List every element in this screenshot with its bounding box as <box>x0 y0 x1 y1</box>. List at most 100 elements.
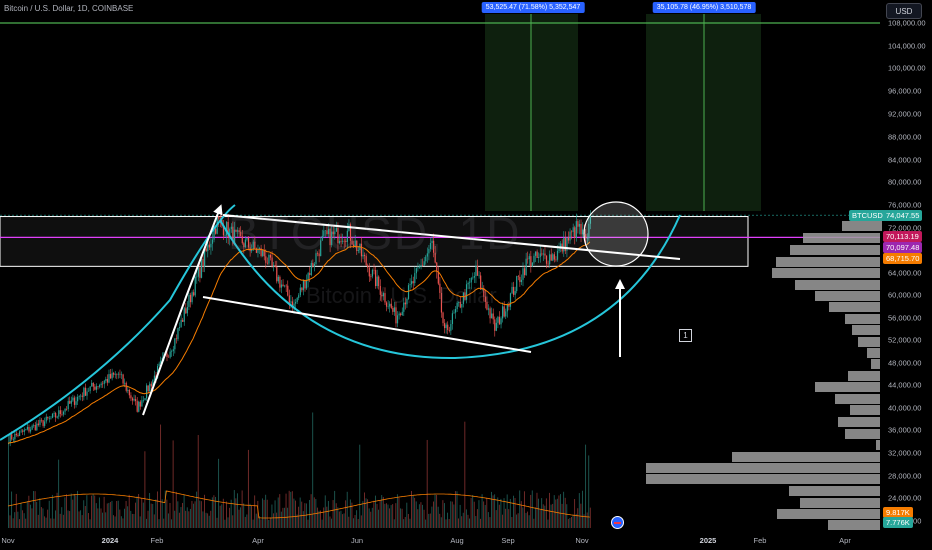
candle-body <box>142 400 145 401</box>
candle-body <box>18 431 21 436</box>
volume-bar <box>102 512 103 528</box>
volume-profile-bar <box>829 302 880 312</box>
measurement-label-2[interactable]: 35,105.78 (46.95%) 3,510,578 <box>652 2 756 13</box>
candle-body <box>376 276 378 287</box>
volume-bar <box>119 509 121 528</box>
candle-body <box>331 231 333 246</box>
volume-bar <box>211 497 213 528</box>
candle-body <box>588 223 590 239</box>
measurement-label-1[interactable]: 53,525.47 (71.58%) 5,352,547 <box>481 2 585 13</box>
candle-body <box>483 287 485 297</box>
candle-body <box>225 221 228 236</box>
candle-body <box>69 401 71 404</box>
candle-body <box>94 386 96 390</box>
volume-bar <box>92 494 94 528</box>
volume-bar <box>172 440 174 528</box>
volume-bar <box>295 500 296 528</box>
volume-bar <box>298 506 300 528</box>
candle-body <box>530 256 532 267</box>
candle-body <box>310 262 312 276</box>
candle-body <box>12 439 14 440</box>
volume-bar <box>290 491 292 528</box>
volume-bar <box>213 495 215 528</box>
volume-bar <box>222 498 224 528</box>
volume-bar <box>55 510 56 528</box>
symbol-title[interactable]: Bitcoin / U.S. Dollar, 1D, COINBASE <box>4 4 134 13</box>
candle-body <box>575 221 577 238</box>
volume-bar <box>487 512 489 528</box>
candle-body <box>437 271 439 284</box>
candle-body <box>476 265 479 276</box>
volume-bar <box>296 514 298 528</box>
volume-bar <box>142 502 144 528</box>
volume-bar <box>578 493 580 528</box>
volume-bar <box>50 518 52 528</box>
candle-body <box>454 309 457 313</box>
volume-bar <box>91 495 93 528</box>
volume-bar <box>225 501 227 528</box>
candle-body <box>103 380 105 384</box>
candle-body <box>390 303 392 308</box>
volume-bar <box>495 510 497 528</box>
event-flag-icon[interactable] <box>611 516 624 529</box>
candle-body <box>456 302 458 310</box>
candle-body <box>258 248 261 250</box>
volume-profile-bar <box>732 452 880 462</box>
volume-bar <box>116 500 118 528</box>
candle-body <box>334 231 336 235</box>
candle-body <box>174 338 176 350</box>
candle-body <box>364 254 366 257</box>
candle-body <box>434 252 436 263</box>
volume-bar <box>506 494 508 528</box>
candle-body <box>277 276 279 282</box>
candle-body <box>517 276 519 277</box>
candle-body <box>519 276 521 283</box>
candle-body <box>453 312 455 314</box>
volume-bar <box>207 513 209 528</box>
flagpole-arrow <box>142 204 223 416</box>
candle-body <box>182 319 184 322</box>
volume-bar <box>511 517 513 528</box>
candle-body <box>533 255 535 263</box>
price-tick-label: 72,000.00 <box>888 223 922 233</box>
volume-bar <box>279 494 281 528</box>
candle-body <box>337 228 339 244</box>
volume-bar <box>105 512 107 528</box>
candle-body <box>566 237 568 251</box>
candle-body <box>131 398 134 401</box>
candle-body <box>448 329 450 331</box>
volume-bar <box>428 513 430 528</box>
candle-body <box>202 258 204 267</box>
volume-bar <box>368 508 370 528</box>
volume-profile-bar <box>867 348 880 358</box>
candle-body <box>210 243 212 248</box>
candle-body <box>296 297 298 303</box>
candle-body <box>508 304 510 307</box>
candle-body <box>312 262 314 267</box>
volume-bar <box>15 493 17 528</box>
candle-body <box>222 225 225 236</box>
price-tick-label: 84,000.00 <box>888 155 922 165</box>
drawings[interactable] <box>0 201 681 441</box>
volume-bar <box>476 509 478 528</box>
candle-body <box>443 323 446 329</box>
currency-button[interactable]: USD <box>886 3 922 19</box>
volume-bar <box>266 499 268 528</box>
volume-bar <box>305 503 307 528</box>
candle-body <box>207 244 209 252</box>
consolidation-zone <box>0 216 749 267</box>
volume-bar <box>139 516 141 528</box>
candle-body <box>574 227 576 238</box>
volume-bar <box>321 519 323 528</box>
volume-bar <box>216 517 218 528</box>
volume-bar <box>533 518 535 528</box>
volume-bar <box>382 496 384 528</box>
volume-bar <box>147 510 149 528</box>
drawing-marker-1[interactable]: 1 <box>679 329 692 342</box>
candle-body <box>111 372 113 379</box>
volume-bar <box>136 496 138 528</box>
volume-profile-bar <box>800 498 880 508</box>
time-axis[interactable] <box>0 532 880 550</box>
candle-body <box>480 275 482 290</box>
